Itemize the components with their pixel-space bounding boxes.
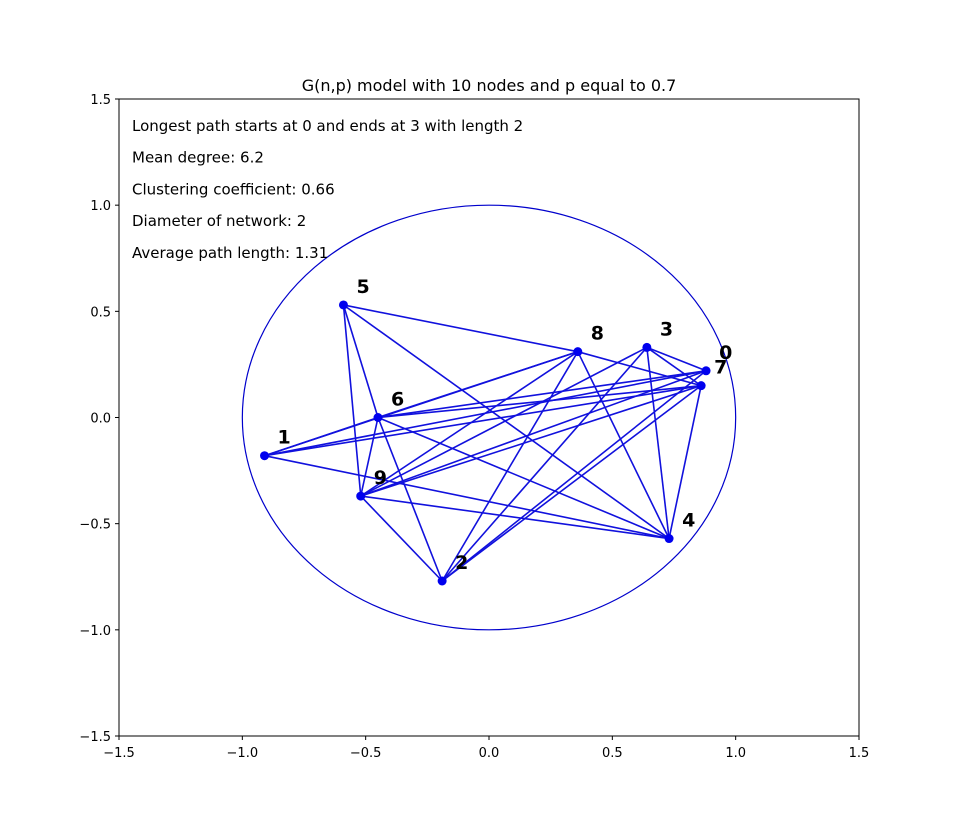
y-tick-label-4: 0.5 <box>90 305 111 320</box>
node-8 <box>573 347 583 357</box>
node-7 <box>696 381 706 391</box>
annotation-1: Mean degree: 6.2 <box>132 149 264 167</box>
edge-0-6 <box>377 369 707 419</box>
x-tick-label-6: 1.5 <box>849 746 870 761</box>
chart-title: G(n,p) model with 10 nodes and p equal t… <box>302 76 677 95</box>
node-label-4: 4 <box>682 510 695 532</box>
x-tick-label-2: −0.5 <box>350 746 382 761</box>
edge-6-9 <box>359 417 379 497</box>
edge-3-4 <box>646 347 670 539</box>
edge-4-6 <box>377 416 670 540</box>
node-5 <box>338 300 348 310</box>
edge-4-5 <box>343 304 670 540</box>
node-2 <box>437 576 447 586</box>
node-label-6: 6 <box>391 389 404 411</box>
axis-ticks: −1.5 −1.0 −0.5 0.0 0.5 1.0 1.5 −1.5 −1.0 −0.5 0.0 0… <box>79 93 869 761</box>
node-1 <box>260 451 270 461</box>
annotation-4: Average path length: 1.31 <box>132 244 328 262</box>
x-tick-label-0: −1.5 <box>103 746 135 761</box>
node-label-8: 8 <box>591 323 604 345</box>
edge-2-7 <box>441 385 702 582</box>
edge-5-9 <box>342 304 362 497</box>
edge-6-7 <box>377 384 702 419</box>
x-tick-label-4: 0.5 <box>602 746 623 761</box>
edge-4-7 <box>668 385 702 539</box>
edge-6-8 <box>377 350 579 419</box>
unit-circle <box>241 204 737 631</box>
node-4 <box>664 534 674 544</box>
node-6 <box>373 413 383 422</box>
node-label-9: 9 <box>374 467 387 489</box>
edge-2-8 <box>441 351 579 582</box>
node-label-5: 5 <box>356 276 369 298</box>
edge-3-7 <box>646 346 702 387</box>
edge-0-3 <box>646 346 707 372</box>
edge-1-4 <box>264 454 670 540</box>
node-label-0: 0 <box>719 342 732 364</box>
node-3 <box>642 342 652 352</box>
edge-4-9 <box>360 495 670 540</box>
node-label-3: 3 <box>660 318 673 340</box>
edge-7-8 <box>577 350 702 387</box>
node-0 <box>701 366 711 376</box>
annotation-3: Diameter of network: 2 <box>132 212 306 230</box>
y-tick-label-3: 0.0 <box>90 412 111 427</box>
annotation-2: Clustering coefficient: 0.66 <box>132 180 335 198</box>
y-tick-label-2: −0.5 <box>79 518 111 533</box>
edge-2-9 <box>360 495 443 582</box>
annotations: Longest path starts at 0 and ends at 3 w… <box>132 117 523 262</box>
plot-area: 0 1 2 3 4 5 6 7 8 9 <box>118 98 860 737</box>
x-tick-label-1: −1.0 <box>227 746 259 761</box>
edge-4-8 <box>577 351 670 539</box>
edge-7-9 <box>360 384 702 497</box>
edge-0-2 <box>441 370 707 582</box>
edge-8-9 <box>360 351 579 497</box>
y-tick-label-6: 1.5 <box>90 93 111 108</box>
y-tick-label-0: −1.5 <box>79 730 111 745</box>
edge-5-6 <box>342 304 379 418</box>
edge-2-3 <box>441 346 648 582</box>
edge-2-6 <box>377 417 443 582</box>
node-9 <box>356 491 366 501</box>
annotation-0: Longest path starts at 0 and ends at 3 w… <box>132 117 523 135</box>
edge-5-8 <box>343 304 578 353</box>
y-tick-label-1: −1.0 <box>79 624 111 639</box>
x-tick-label-3: 0.0 <box>479 746 500 761</box>
edge-3-9 <box>360 346 648 497</box>
y-tick-label-5: 1.0 <box>90 199 111 214</box>
node-label-7: 7 <box>714 357 727 379</box>
node-label-2: 2 <box>455 552 468 574</box>
x-tick-label-5: 1.0 <box>725 746 746 761</box>
edge-0-9 <box>360 370 707 497</box>
edge-1-7 <box>264 384 702 457</box>
node-label-1: 1 <box>278 427 291 449</box>
